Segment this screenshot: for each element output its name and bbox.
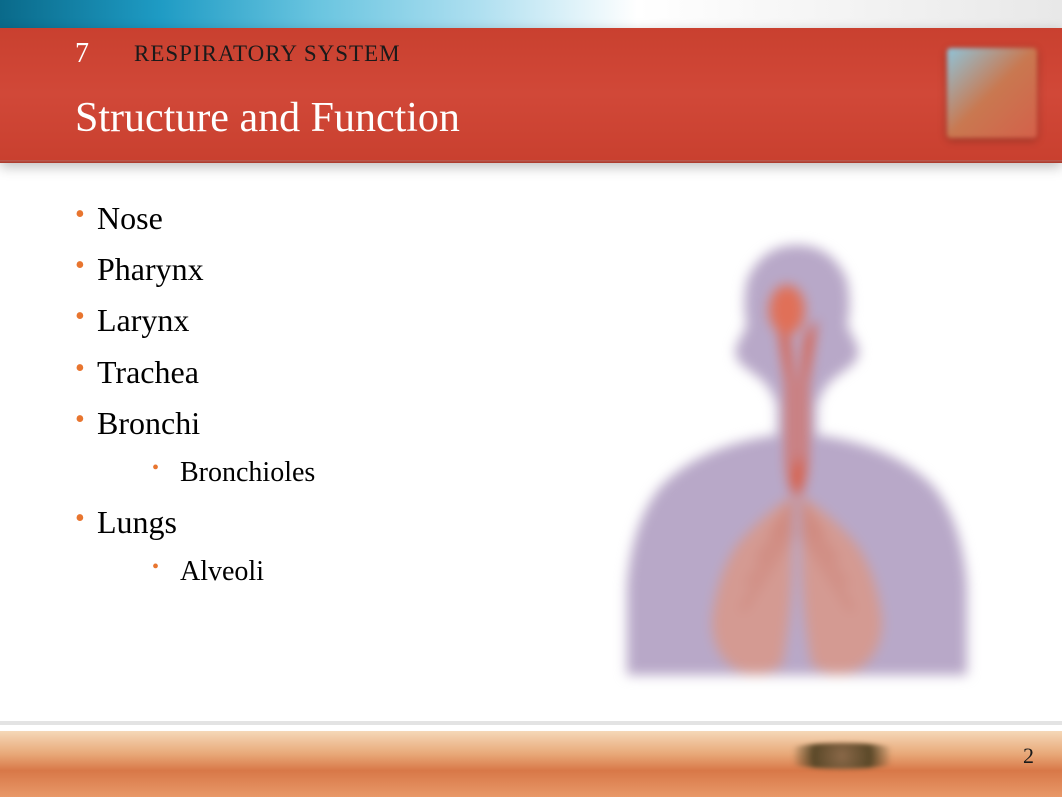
list-item-label: Pharynx	[97, 251, 204, 287]
list-item-label: Bronchi	[97, 405, 200, 441]
list-item: Lungs Alveoli	[75, 497, 987, 596]
chapter-row: 7 RESPIRATORY SYSTEM	[75, 38, 987, 70]
footer-bar	[0, 725, 1062, 797]
list-item-label: Lungs	[97, 504, 177, 540]
bullet-list: Nose Pharynx Larynx Trachea Bronchi Bron…	[75, 193, 987, 595]
sub-list-item: Bronchioles	[152, 449, 987, 497]
slide-title: Structure and Function	[75, 94, 987, 142]
slide-content: Nose Pharynx Larynx Trachea Bronchi Bron…	[0, 163, 1062, 625]
list-item-label: Trachea	[97, 354, 199, 390]
sub-list-item: Alveoli	[152, 548, 987, 596]
sub-list-item-label: Alveoli	[180, 556, 264, 587]
page-number: 2	[1023, 743, 1034, 769]
sub-list: Bronchioles	[152, 449, 987, 497]
slide-header: 7 RESPIRATORY SYSTEM Structure and Funct…	[0, 28, 1062, 163]
header-thumbnail	[947, 48, 1037, 138]
footer-emblem	[772, 743, 912, 769]
list-item: Bronchi Bronchioles	[75, 398, 987, 497]
top-accent-bar	[0, 0, 1062, 28]
sub-list-item-label: Bronchioles	[180, 457, 315, 488]
chapter-name: RESPIRATORY SYSTEM	[134, 41, 401, 67]
list-item-label: Nose	[97, 200, 163, 236]
list-item: Pharynx	[75, 244, 987, 295]
chapter-number: 7	[75, 38, 89, 70]
list-item: Trachea	[75, 347, 987, 398]
list-item-label: Larynx	[97, 302, 189, 338]
list-item: Larynx	[75, 295, 987, 346]
sub-list: Alveoli	[152, 548, 987, 596]
list-item: Nose	[75, 193, 987, 244]
